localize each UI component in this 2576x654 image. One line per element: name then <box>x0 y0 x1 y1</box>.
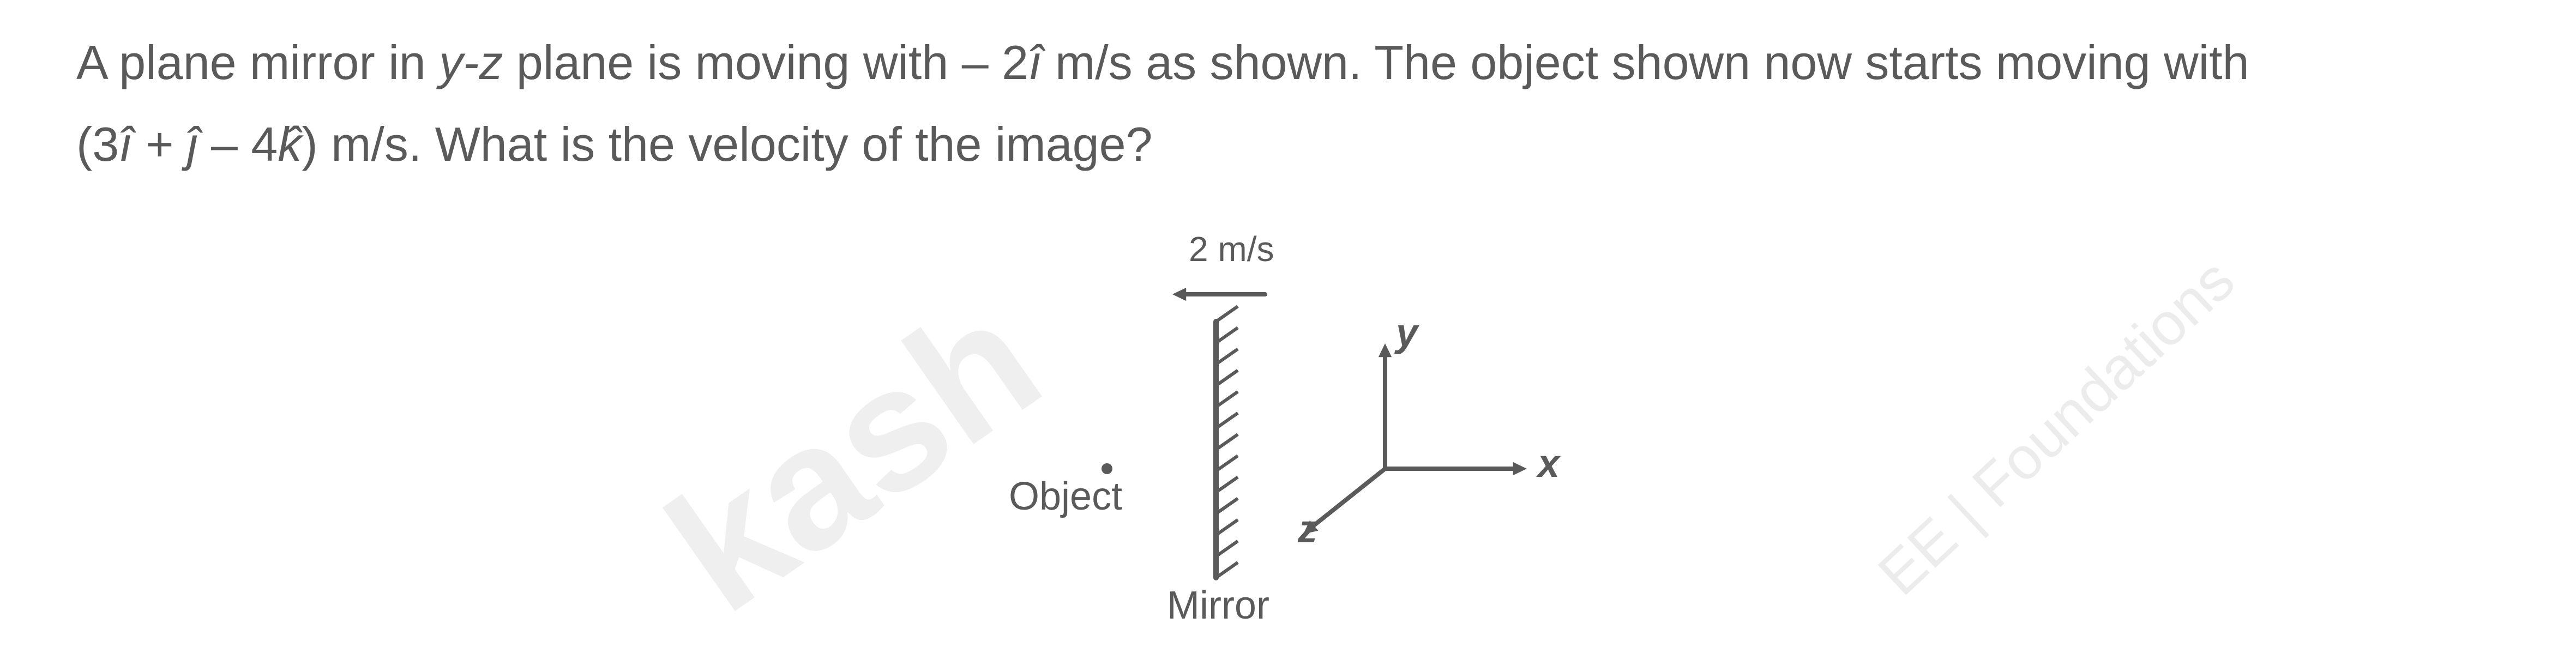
text-fragment: (3 <box>76 117 119 171</box>
text-fragment: ) m/s. What is the velocity of the image… <box>302 117 1152 171</box>
unit-vector-i: î <box>1028 35 1042 89</box>
text-fragment: + <box>133 117 187 171</box>
text-fragment: m/s as shown. The object shown now start… <box>1042 35 2249 89</box>
text-plane: y-z <box>439 35 503 89</box>
text-fragment: A plane mirror in <box>76 35 439 89</box>
unit-vector-i: î <box>119 117 132 171</box>
text-fragment: plane is moving with – 2 <box>503 35 1028 89</box>
figure-container: 2 m/s Object Mirror x y z <box>982 251 1690 621</box>
unit-vector-k: k̂ <box>278 117 302 171</box>
question-text: A plane mirror in y-z plane is moving wi… <box>76 22 2532 185</box>
unit-vector-j: ĵ <box>187 117 198 171</box>
question-line-1: A plane mirror in y-z plane is moving wi… <box>76 22 2532 104</box>
question-line-2: (3î + ĵ – 4k̂) m/s. What is the velocity… <box>76 104 2532 185</box>
watermark-small: EE | Foundations <box>1865 245 2248 609</box>
figure-svg <box>982 251 1690 621</box>
text-fragment: – 4 <box>198 117 278 171</box>
